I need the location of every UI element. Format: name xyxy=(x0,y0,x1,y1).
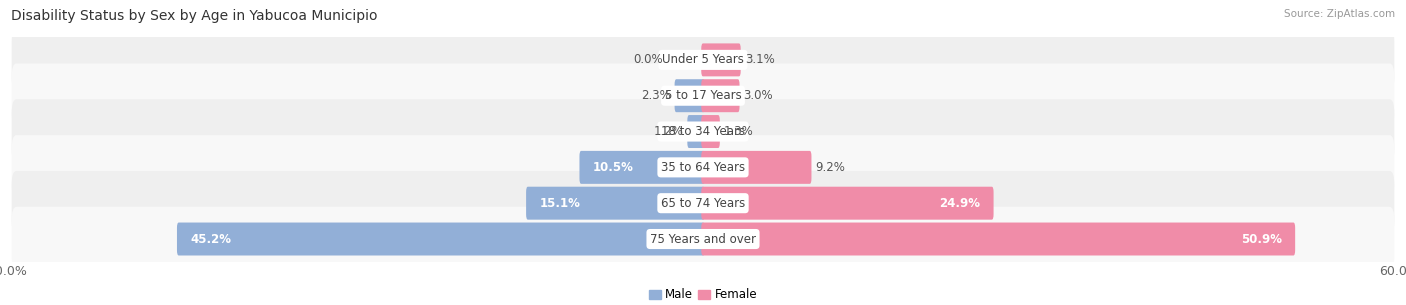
FancyBboxPatch shape xyxy=(702,187,994,220)
FancyBboxPatch shape xyxy=(526,187,704,220)
Text: Disability Status by Sex by Age in Yabucoa Municipio: Disability Status by Sex by Age in Yabuc… xyxy=(11,9,378,23)
Text: 35 to 64 Years: 35 to 64 Years xyxy=(661,161,745,174)
Text: Under 5 Years: Under 5 Years xyxy=(662,53,744,66)
Text: 9.2%: 9.2% xyxy=(815,161,845,174)
Text: 2.3%: 2.3% xyxy=(641,89,671,102)
FancyBboxPatch shape xyxy=(11,135,1395,199)
Text: 10.5%: 10.5% xyxy=(593,161,634,174)
FancyBboxPatch shape xyxy=(702,115,720,148)
Text: 18 to 34 Years: 18 to 34 Years xyxy=(661,125,745,138)
Text: 3.1%: 3.1% xyxy=(745,53,775,66)
FancyBboxPatch shape xyxy=(702,43,741,76)
Text: 1.3%: 1.3% xyxy=(724,125,754,138)
Text: 0.0%: 0.0% xyxy=(633,53,662,66)
FancyBboxPatch shape xyxy=(702,79,740,112)
FancyBboxPatch shape xyxy=(11,28,1395,92)
Text: 15.1%: 15.1% xyxy=(540,197,581,210)
FancyBboxPatch shape xyxy=(11,207,1395,271)
FancyBboxPatch shape xyxy=(675,79,704,112)
Text: 3.0%: 3.0% xyxy=(744,89,773,102)
FancyBboxPatch shape xyxy=(11,99,1395,164)
Text: 75 Years and over: 75 Years and over xyxy=(650,232,756,246)
Text: 50.9%: 50.9% xyxy=(1241,232,1282,246)
FancyBboxPatch shape xyxy=(579,151,704,184)
Legend: Male, Female: Male, Female xyxy=(644,284,762,305)
FancyBboxPatch shape xyxy=(702,223,1295,256)
Text: 5 to 17 Years: 5 to 17 Years xyxy=(665,89,741,102)
Text: 1.2%: 1.2% xyxy=(654,125,683,138)
Text: 24.9%: 24.9% xyxy=(939,197,980,210)
Text: Source: ZipAtlas.com: Source: ZipAtlas.com xyxy=(1284,9,1395,19)
FancyBboxPatch shape xyxy=(177,223,704,256)
FancyBboxPatch shape xyxy=(702,151,811,184)
Text: 45.2%: 45.2% xyxy=(190,232,232,246)
Text: 65 to 74 Years: 65 to 74 Years xyxy=(661,197,745,210)
FancyBboxPatch shape xyxy=(688,115,704,148)
FancyBboxPatch shape xyxy=(11,63,1395,128)
FancyBboxPatch shape xyxy=(11,171,1395,235)
